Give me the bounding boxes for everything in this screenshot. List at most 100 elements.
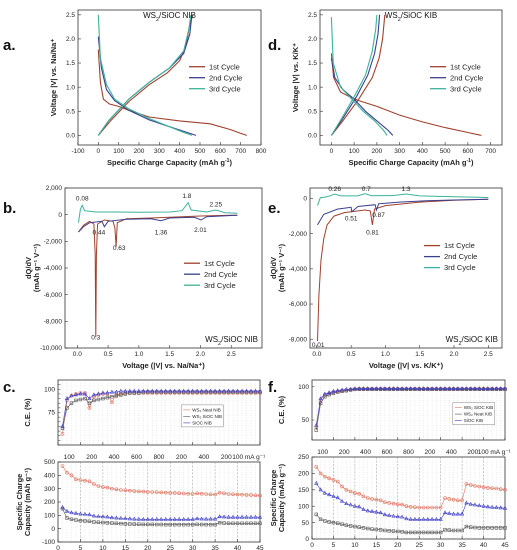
panel-b: 0.0 0.5 1.0 1.5 2.0 2.5 2,000 0 -2,000 -4,000 -6,0… (3, 185, 263, 370)
c-capacity-point (119, 521, 123, 526)
c-capacity-point (141, 489, 146, 494)
c-capacity-point (244, 514, 249, 519)
c-ce-point (92, 398, 96, 403)
f-ce-point (447, 386, 452, 391)
d-series-2-line (330, 58, 394, 136)
f-capacity-point (318, 471, 323, 476)
panel-a: -100 0 100 200 300 400 500 600 700 800 0.0 0.5 1.0 1.… (3, 9, 267, 167)
c-ce-point (60, 432, 65, 436)
c-capacity-point (168, 491, 173, 495)
c-capacity-point (83, 478, 87, 483)
a-chart-title: WS2/SiOC NIB (143, 11, 196, 23)
a-xtick-label: 0 (97, 148, 101, 155)
c-capacity-point (96, 484, 101, 488)
f-capacity-point (396, 529, 400, 534)
f-capacity-point (340, 484, 344, 489)
c-ce-point (87, 396, 92, 400)
f-capacity-point (382, 512, 388, 517)
f-capacity-point (429, 516, 435, 521)
c-capacity-point (186, 516, 191, 521)
a-frame (77, 9, 262, 146)
f-capacity-point (335, 495, 340, 500)
b-xtick-label: 1.0 (134, 351, 143, 358)
c-capacity-axis-label: Specific Charge (15, 474, 24, 531)
f-xtick-label: 45 (501, 542, 509, 549)
c-ce-point (168, 388, 173, 393)
b-xtick-label: 2.5 (227, 351, 236, 358)
f-capacity-point (383, 500, 387, 505)
a-xtick-label: 400 (174, 148, 185, 155)
b-xtick-label: 2.0 (196, 351, 205, 358)
a-panel-letter: a. (3, 37, 16, 54)
c-capacity-point (159, 522, 163, 527)
c-xtick-label: 20 (144, 545, 152, 550)
c-capacity-point (257, 514, 263, 519)
c-capacity-point (217, 514, 222, 519)
d-series-2-line (330, 14, 381, 136)
c-capacity-point (105, 485, 110, 490)
f-xtick-label: 10 (351, 542, 359, 549)
c-capacity-point (249, 493, 253, 497)
f-capacity-axis-unit: Capacity (mAh g⁻¹) (277, 463, 286, 532)
e-panel-letter: e. (268, 200, 281, 217)
e-xtick-label: 0.5 (347, 351, 356, 358)
c-capacity-point (87, 479, 92, 484)
d-xlabel-part: Specific Charge Capacity (mAh g (349, 158, 467, 167)
c-capacity-point (101, 520, 105, 525)
f-ce-ytick-label: 100 (298, 384, 309, 391)
c-capacity-point (154, 516, 159, 521)
f-xtick-label: 30 (437, 542, 445, 549)
f-rate-label: 200 (425, 449, 436, 456)
f-ce-frame (311, 379, 506, 441)
c-capacity-point (73, 510, 79, 515)
c-ce-point (141, 388, 146, 393)
d-x-axis-label: Specific Charge Capacity (mAh g-1) (349, 158, 474, 167)
c-capacity-point (137, 522, 141, 526)
f-capacity-point (365, 496, 370, 500)
c-ce-axis-label: C.E. (%) (23, 398, 32, 427)
c-capacity-point (253, 521, 258, 526)
a-xtick-label: -100 (71, 148, 84, 155)
f-capacity-point (430, 530, 434, 535)
c-ce-point (186, 388, 191, 393)
f-cap-ytick-label: 100 (298, 503, 309, 510)
c-capacity-point (150, 516, 155, 521)
f-capacity-point (442, 510, 448, 515)
e-series-2-line (317, 198, 489, 226)
c-ce-point (127, 388, 132, 393)
c-capacity-point (222, 521, 226, 525)
c-ce-point (150, 388, 155, 393)
c-capacity-point (78, 511, 83, 516)
c-capacity-point (240, 492, 244, 497)
a-title-sub: 2 (156, 17, 159, 23)
d-xtick-label: 300 (394, 148, 405, 155)
c-capacity-point (172, 491, 177, 495)
f-capacity-point (361, 507, 366, 511)
d-series-3-line (330, 17, 388, 136)
c-ce-point (114, 389, 119, 394)
f-capacity-point (472, 502, 478, 507)
f-capacity-point (357, 491, 361, 496)
c-ce-point (101, 396, 105, 401)
d-xtick-label: 600 (462, 148, 473, 155)
c-xtick-label: 15 (122, 545, 130, 550)
f-ce-point (442, 386, 448, 391)
c-capacity-point (231, 521, 235, 526)
f-capacity-point (348, 524, 353, 528)
d-series-1-line (330, 53, 482, 136)
f-capacity-point (447, 510, 452, 515)
c-capacity-point (114, 487, 119, 492)
c-ce-point (78, 397, 83, 402)
f-capacity-point (477, 484, 482, 489)
a-xlabel-part: Specific Charge Capacity (mAh g (107, 158, 225, 167)
c-capacity-point (132, 489, 137, 493)
a-title-part: WS (143, 11, 156, 20)
f-capacity-point (408, 530, 413, 535)
e-ytick-label: 0 (303, 196, 307, 203)
f-ce-point (318, 401, 323, 406)
f-ce-point (361, 386, 366, 391)
f-capacity-point (498, 505, 503, 510)
f-ce-point (331, 388, 336, 393)
c-ce-point (172, 388, 177, 393)
f-ce-point (468, 386, 473, 391)
